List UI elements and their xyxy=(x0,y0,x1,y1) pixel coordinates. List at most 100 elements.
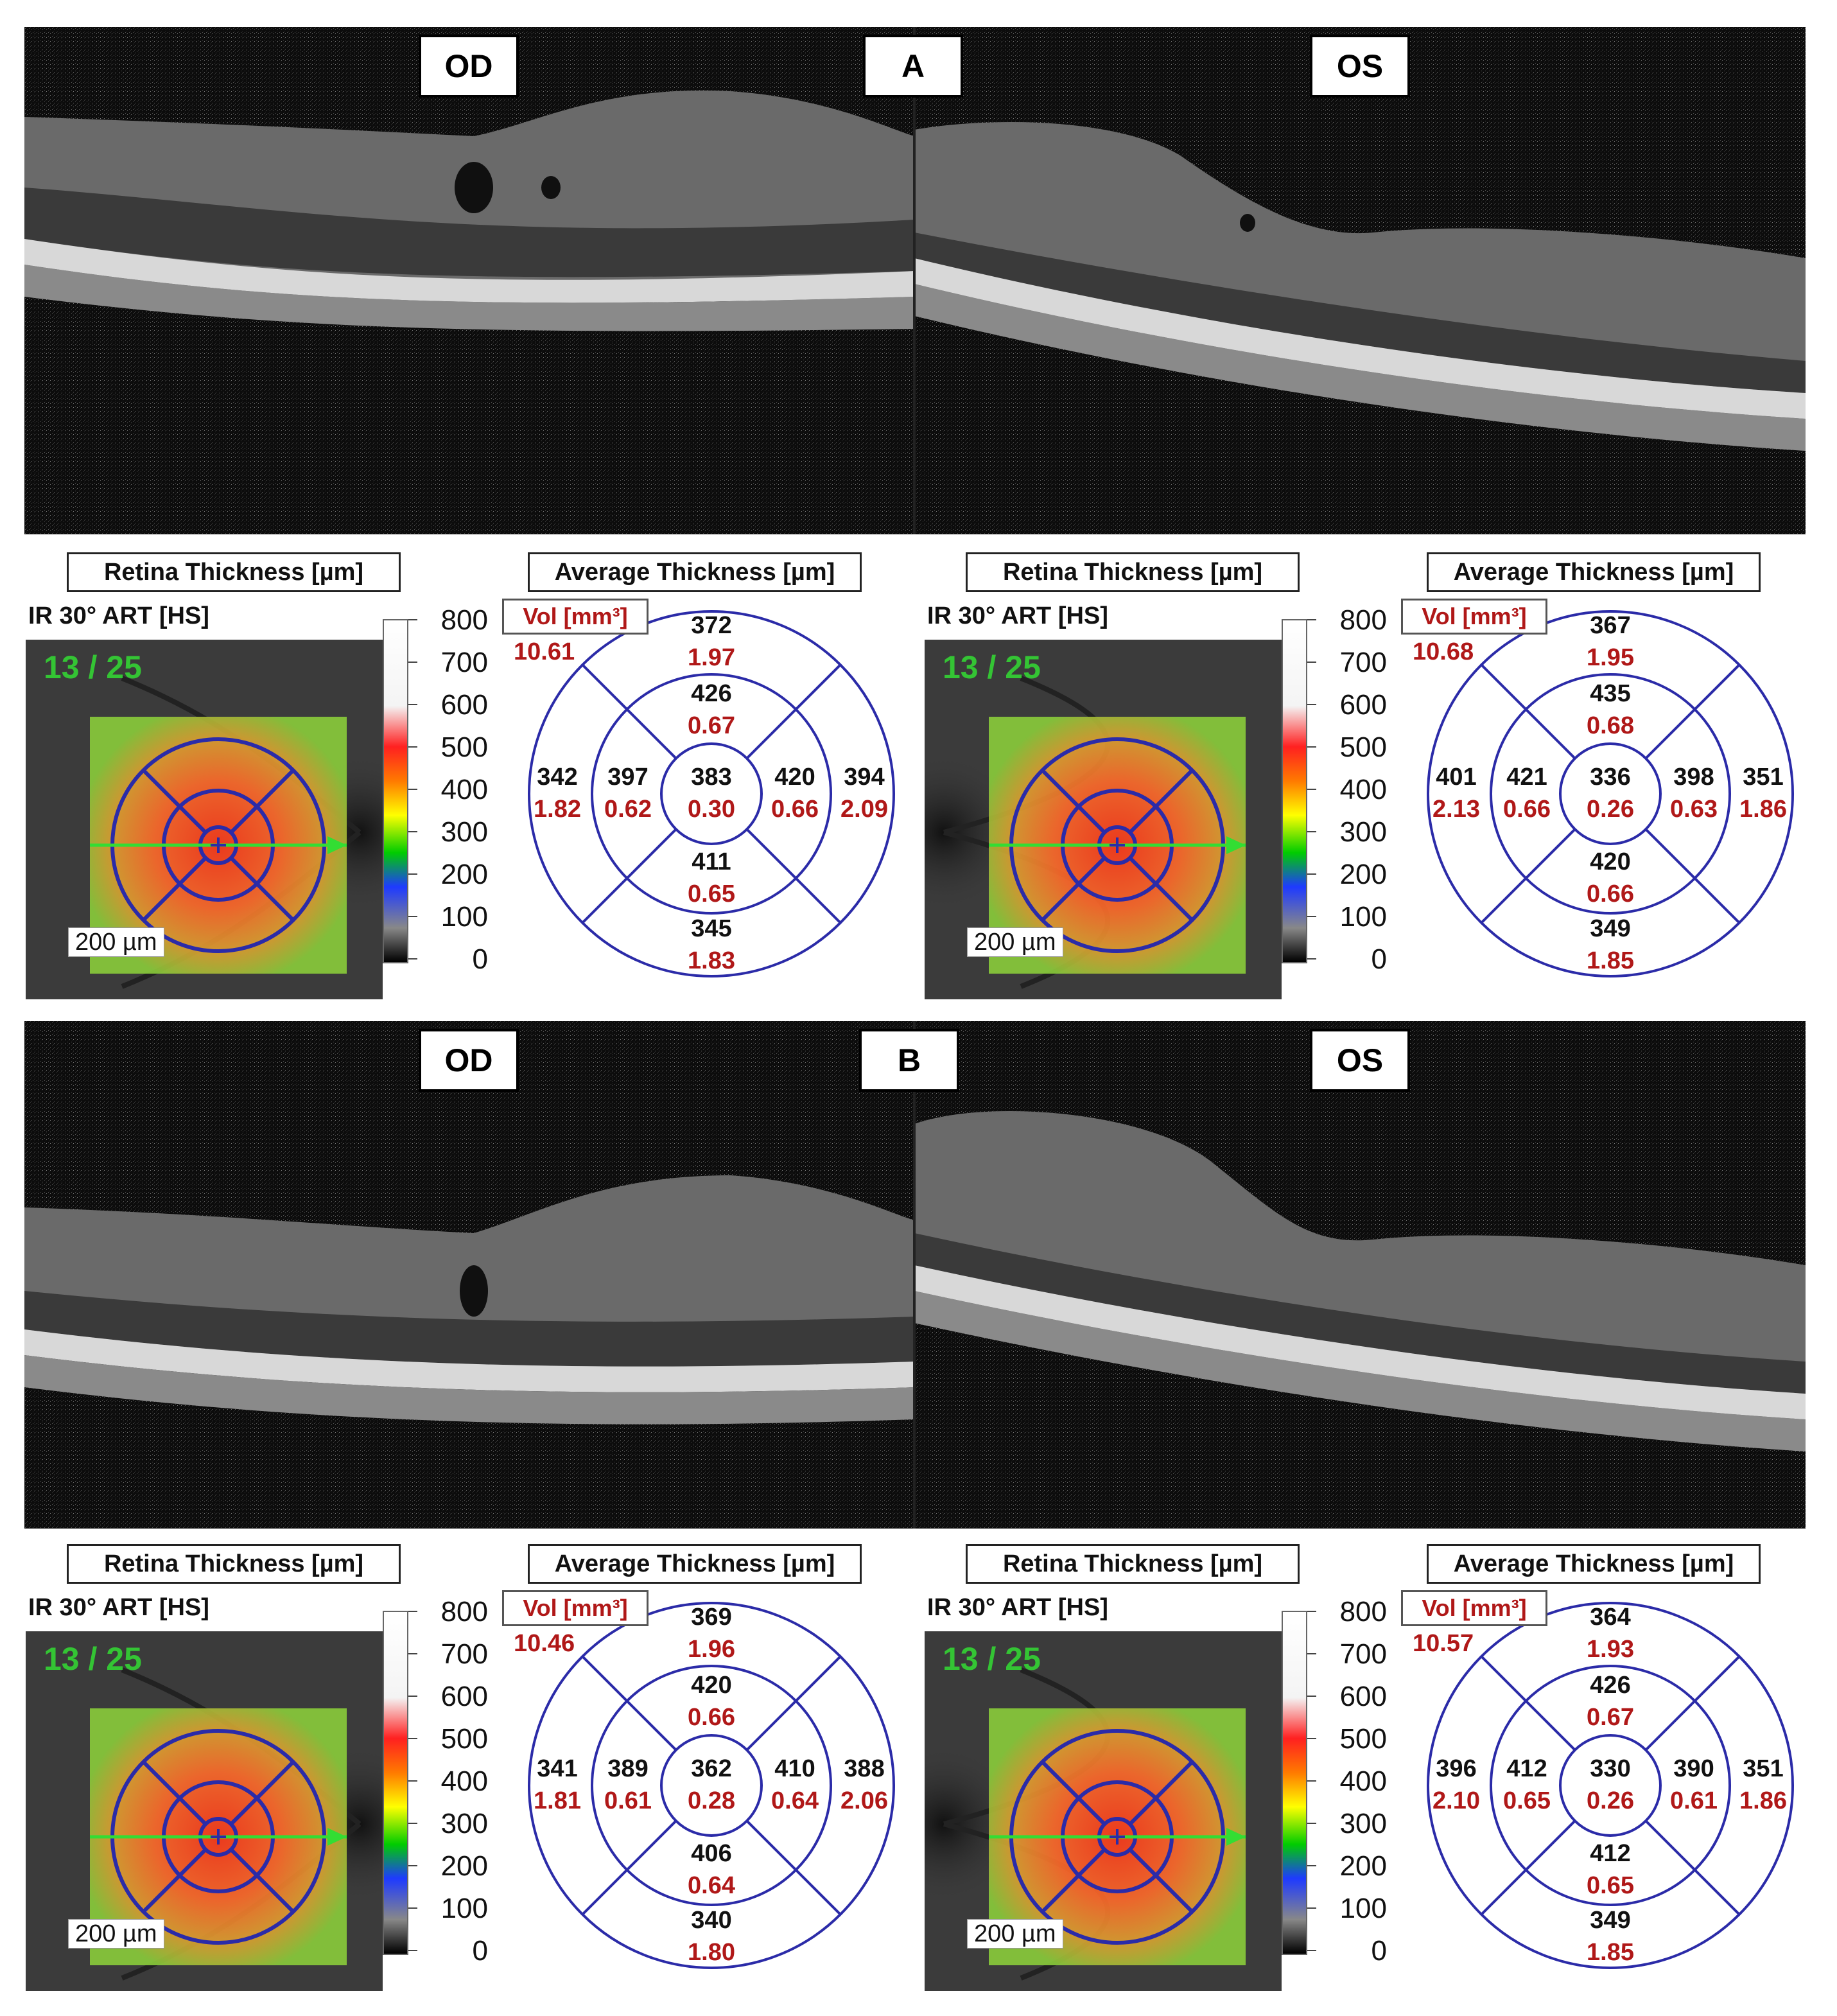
volume-left-inner: 0.61 xyxy=(604,1787,652,1814)
thickness-bottom-inner: 411 xyxy=(692,848,731,875)
retina-thickness-header: Retina Thickness [µm] xyxy=(966,552,1300,592)
scale-tick-label: 500 xyxy=(1339,1723,1387,1755)
volume-bottom-inner: 0.64 xyxy=(688,1872,735,1899)
scale-tick-label: 600 xyxy=(440,1681,488,1712)
eye-label-os: OS xyxy=(1310,35,1410,98)
scale-tick-label: 200 xyxy=(440,859,488,890)
fundus-image xyxy=(26,1631,383,1991)
volume-label: Vol [mm³] xyxy=(502,599,649,635)
scale-tick xyxy=(408,789,417,790)
etdrs-grid: 369 1.96 420 0.66 362 0.28 341 1.81 389 0.61 410 0.… xyxy=(528,1602,895,1969)
thickness-center: 336 xyxy=(1590,764,1630,791)
scale-tick xyxy=(1307,1865,1316,1866)
scale-tick-label: 300 xyxy=(440,816,488,848)
scale-tick xyxy=(1307,831,1316,832)
scale-tick-label: 500 xyxy=(1339,732,1387,763)
thickness-top-outer: 372 xyxy=(691,612,731,639)
scale-tick xyxy=(408,704,417,705)
volume-total: 10.57 xyxy=(1413,1630,1474,1657)
volume-total: 10.46 xyxy=(514,1630,575,1657)
volume-top-inner: 0.67 xyxy=(1587,1704,1634,1731)
volume-left-inner: 0.62 xyxy=(604,796,652,823)
scale-tick-label: 100 xyxy=(1339,901,1387,933)
slice-counter: 13 / 25 xyxy=(44,1641,142,1677)
average-thickness-header: Average Thickness [µm] xyxy=(1427,552,1761,592)
scale-tick-label: 100 xyxy=(440,901,488,933)
thickness-left-outer: 341 xyxy=(537,1755,577,1782)
average-thickness-header: Average Thickness [µm] xyxy=(528,552,862,592)
average-thickness-header: Average Thickness [µm] xyxy=(528,1544,862,1584)
scale-tick-label: 0 xyxy=(1371,1935,1387,1967)
scale-tick-label: 700 xyxy=(440,647,488,678)
scale-tick xyxy=(408,1738,417,1739)
scale-tick xyxy=(1307,1823,1316,1824)
volume-right-outer: 1.86 xyxy=(1739,796,1787,823)
slice-counter: 13 / 25 xyxy=(943,649,1041,685)
scale-tick xyxy=(408,1950,417,1951)
scale-tick-label: 700 xyxy=(1339,647,1387,678)
volume-bottom-outer: 1.85 xyxy=(1587,1939,1634,1966)
volume-right-inner: 0.63 xyxy=(1670,796,1718,823)
scale-tick-label: 300 xyxy=(1339,1808,1387,1839)
scale-bar-label: 200 µm xyxy=(68,927,164,957)
scale-tick-label: 300 xyxy=(1339,816,1387,848)
scale-bar-label: 200 µm xyxy=(967,1919,1063,1949)
scale-tick xyxy=(1307,746,1316,748)
thickness-left-inner: 389 xyxy=(607,1755,648,1782)
retina-thickness-header: Retina Thickness [µm] xyxy=(966,1544,1300,1584)
volume-left-outer: 1.81 xyxy=(534,1787,581,1814)
eye-label-os: OS xyxy=(1310,1029,1410,1092)
scale-tick xyxy=(1307,958,1316,960)
volume-total: 10.61 xyxy=(514,638,575,665)
volume-right-inner: 0.64 xyxy=(771,1787,819,1814)
color-scale-bar xyxy=(1282,1611,1307,1955)
scale-tick-label: 200 xyxy=(440,1850,488,1882)
scale-tick xyxy=(408,662,417,663)
scale-tick xyxy=(1307,1653,1316,1654)
scale-tick-label: 300 xyxy=(440,1808,488,1839)
scale-tick-label: 100 xyxy=(440,1893,488,1924)
scale-tick-label: 100 xyxy=(1339,1893,1387,1924)
volume-top-outer: 1.97 xyxy=(688,644,735,671)
scale-tick xyxy=(408,1696,417,1697)
color-scale-bar xyxy=(1282,619,1307,963)
volume-center: 0.26 xyxy=(1587,796,1634,823)
thickness-bottom-outer: 340 xyxy=(691,1907,731,1934)
scale-tick xyxy=(408,1907,417,1909)
volume-top-inner: 0.66 xyxy=(688,1704,735,1731)
thickness-left-outer: 401 xyxy=(1436,764,1476,791)
panel-letter: B xyxy=(859,1029,959,1092)
volume-label: Vol [mm³] xyxy=(1401,599,1547,635)
thickness-bottom-outer: 349 xyxy=(1590,915,1630,942)
scale-tick-label: 800 xyxy=(1339,604,1387,636)
scale-tick xyxy=(1307,873,1316,875)
scale-tick xyxy=(408,619,417,620)
scale-tick xyxy=(1307,1780,1316,1782)
ir-label: IR 30° ART [HS] xyxy=(927,1594,1108,1621)
scale-tick xyxy=(1307,704,1316,705)
oct-bscan-image xyxy=(24,27,1806,534)
scale-tick xyxy=(1307,1611,1316,1612)
thickness-top-inner: 426 xyxy=(1590,1672,1630,1699)
volume-right-outer: 2.09 xyxy=(840,796,888,823)
oct-bscan xyxy=(24,27,1806,534)
etdrs-grid: 364 1.93 426 0.67 330 0.26 396 2.10 412 0.65 390 0.… xyxy=(1427,1602,1794,1969)
thickness-bottom-outer: 349 xyxy=(1590,1907,1630,1934)
fundus-image xyxy=(26,640,383,999)
ir-label: IR 30° ART [HS] xyxy=(927,602,1108,629)
scale-tick xyxy=(1307,662,1316,663)
thickness-left-inner: 397 xyxy=(607,764,648,791)
color-scale-bar xyxy=(383,619,408,963)
thickness-top-outer: 364 xyxy=(1590,1604,1630,1631)
panel-letter: A xyxy=(863,35,963,98)
scale-tick-label: 700 xyxy=(1339,1638,1387,1670)
scale-tick-label: 600 xyxy=(1339,689,1387,721)
thickness-bottom-inner: 420 xyxy=(1590,848,1630,875)
scale-tick-label: 500 xyxy=(440,1723,488,1755)
volume-label: Vol [mm³] xyxy=(502,1590,649,1626)
volume-right-inner: 0.61 xyxy=(1670,1787,1718,1814)
thickness-right-inner: 420 xyxy=(774,764,815,791)
fundus-thickness-overlay xyxy=(925,640,1282,999)
eye-label-od: OD xyxy=(419,35,519,98)
thickness-right-inner: 410 xyxy=(774,1755,815,1782)
